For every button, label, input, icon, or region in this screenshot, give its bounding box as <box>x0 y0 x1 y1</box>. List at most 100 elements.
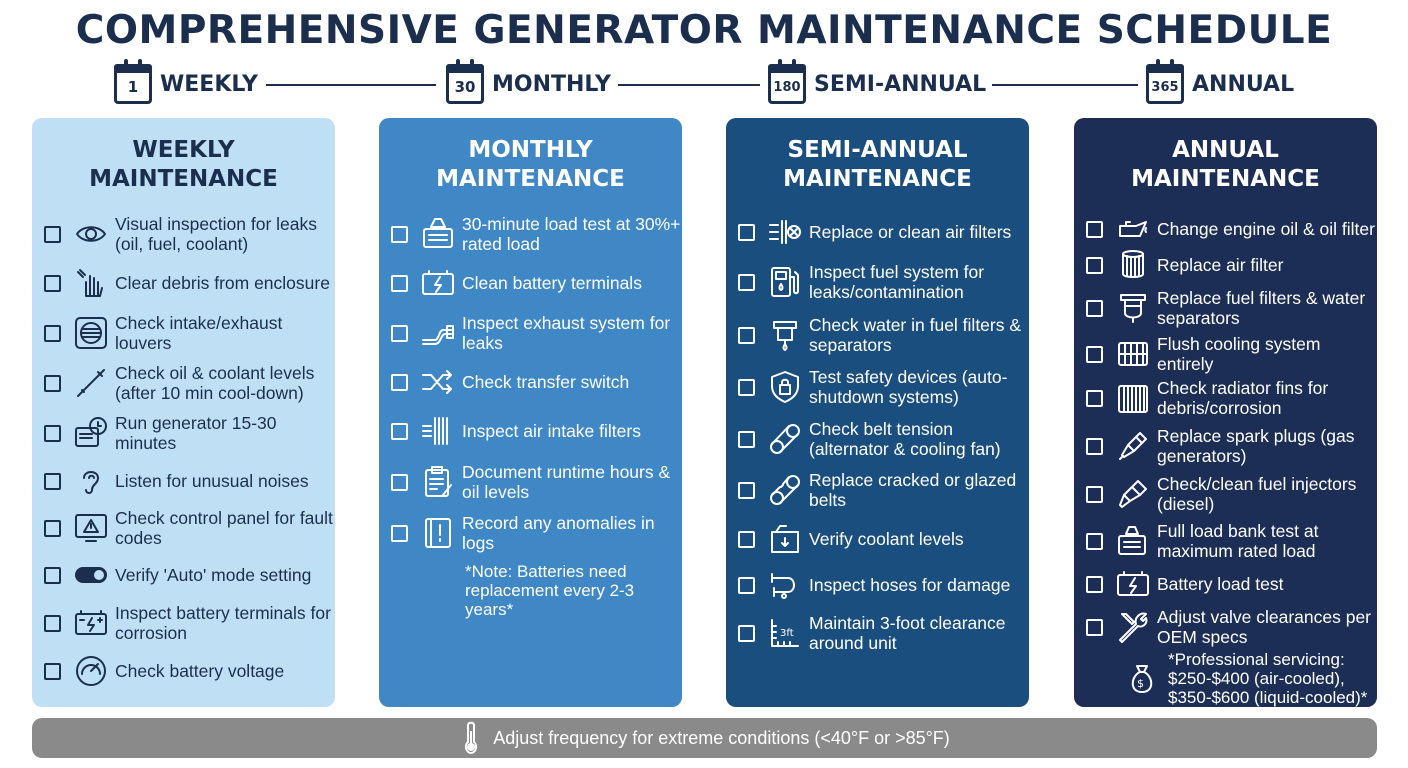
checkbox[interactable] <box>738 624 755 642</box>
checklist-item: Listen for unusual noises <box>32 458 335 504</box>
battery-bolt-icon <box>1113 567 1153 601</box>
timeline-label: ANNUAL <box>1192 71 1295 97</box>
checkbox[interactable] <box>391 274 408 292</box>
exhaust-pipe-icon <box>418 316 458 350</box>
checklist-item: Check transfer switch <box>379 358 682 406</box>
checklist-item: Check intake/exhaust louvers <box>32 308 335 358</box>
checkbox[interactable] <box>1086 389 1103 407</box>
coolant-tank-icon <box>765 522 805 556</box>
checkbox[interactable] <box>44 614 61 632</box>
checkbox[interactable] <box>1086 485 1103 503</box>
checkbox[interactable] <box>1086 345 1103 363</box>
calendar-icon: 30 <box>446 59 484 104</box>
checkbox[interactable] <box>391 473 408 491</box>
timeline-label: SEMI-ANNUAL <box>814 71 987 97</box>
wrench-screwdriver-icon <box>1113 610 1153 644</box>
load-bank-icon <box>1113 524 1153 558</box>
checkbox[interactable] <box>44 424 61 442</box>
checkbox[interactable] <box>391 422 408 440</box>
checkbox[interactable] <box>1086 256 1103 274</box>
checklist-item: Test safety devices (auto-shutdown syste… <box>726 360 1029 414</box>
toggle-icon <box>71 558 111 592</box>
checklist-item: Clear debris from enclosure <box>32 258 335 308</box>
checkbox[interactable] <box>391 524 408 542</box>
checkbox[interactable] <box>1086 437 1103 455</box>
gauge-icon <box>71 654 111 688</box>
annual-column: ANNUAL MAINTENANCE Change engine oil & oi… <box>1074 118 1377 707</box>
weight-generator-icon <box>418 217 458 251</box>
checklist-item: Full load bank test at maximum rated loa… <box>1074 518 1377 564</box>
warning-panel-icon <box>71 511 111 545</box>
checkbox[interactable] <box>391 225 408 243</box>
generator-clock-icon <box>71 416 111 450</box>
checkbox[interactable] <box>1086 299 1103 317</box>
checkbox[interactable] <box>44 662 61 680</box>
monthly-column: MONTHLY MAINTENANCE 30-minute load test a… <box>379 118 682 707</box>
checklist-item: Inspect battery terminals for corrosion <box>32 598 335 648</box>
checkbox[interactable] <box>738 273 755 291</box>
svg-text:3ft: 3ft <box>780 628 794 639</box>
checkbox[interactable] <box>738 326 755 344</box>
checkbox[interactable] <box>738 481 755 499</box>
weekly-column: WEEKLY MAINTENANCE Visual inspection for … <box>32 118 335 707</box>
timeline-monthly: 30 MONTHLY <box>446 59 611 108</box>
louver-icon <box>71 316 111 350</box>
checkbox[interactable] <box>44 324 61 342</box>
checkbox[interactable] <box>738 430 755 448</box>
checkbox[interactable] <box>738 576 755 594</box>
svg-text:$: $ <box>1137 677 1144 690</box>
cooling-system-icon <box>1113 337 1153 371</box>
air-filter-replace-icon <box>765 215 805 249</box>
fuel-filter-icon <box>1113 291 1153 325</box>
timeline-annual: 365 ANNUAL <box>1146 59 1295 108</box>
checkbox[interactable] <box>44 274 61 292</box>
timeline-connector <box>992 84 1138 86</box>
checklist-item: 3ft Maintain 3-foot clearance around uni… <box>726 608 1029 658</box>
checkbox[interactable] <box>1086 575 1103 593</box>
checkbox[interactable] <box>738 530 755 548</box>
checklist-item: Check battery voltage <box>32 648 335 694</box>
calendar-icon: 365 <box>1146 59 1184 104</box>
air-filter-cylinder-icon <box>1113 248 1153 282</box>
fuel-pump-icon <box>765 265 805 299</box>
checkbox[interactable] <box>44 519 61 537</box>
calendar-icon: 180 <box>768 59 806 104</box>
column-heading: WEEKLY MAINTENANCE <box>89 137 278 192</box>
battery-bolt-icon <box>418 266 458 300</box>
checkbox[interactable] <box>44 472 61 490</box>
checkbox[interactable] <box>44 566 61 584</box>
checklist-item: Check oil & coolant levels (after 10 min… <box>32 358 335 408</box>
spark-plug-icon <box>1113 429 1153 463</box>
checkbox[interactable] <box>44 374 61 392</box>
checklist-item: Inspect air intake filters <box>379 406 682 456</box>
checkbox[interactable] <box>44 225 61 243</box>
hose-icon <box>765 568 805 602</box>
footer-text: Adjust frequency for extreme conditions … <box>493 727 950 748</box>
checklist-item: Battery load test <box>1074 564 1377 604</box>
checkbox[interactable] <box>738 378 755 396</box>
checkbox[interactable] <box>391 324 408 342</box>
timeline-label: MONTHLY <box>492 71 611 97</box>
checklist-item: Replace air filter <box>1074 248 1377 282</box>
checklist-item: Clean battery terminals <box>379 258 682 308</box>
checkbox[interactable] <box>1086 532 1103 550</box>
timeline-connector <box>618 84 760 86</box>
checklist-item: Record any anomalies in logs <box>379 508 682 558</box>
checkbox[interactable] <box>391 373 408 391</box>
professional-note: $ *Professional servicing: $250-$400 (ai… <box>1074 650 1377 707</box>
checklist-item: Change engine oil & oil filter <box>1074 210 1377 248</box>
checklist-item: Replace spark plugs (gas generators) <box>1074 422 1377 470</box>
checklist-item: Check belt tension (alternator & cooling… <box>726 414 1029 464</box>
checklist-item: Adjust valve clearances per OEM specs <box>1074 604 1377 650</box>
checklist-item: Flush cooling system entirely <box>1074 334 1377 374</box>
checklist-item: Replace fuel filters & water separators <box>1074 282 1377 334</box>
battery-icon <box>71 606 111 640</box>
checkbox[interactable] <box>738 223 755 241</box>
money-bag-icon: $ <box>1124 662 1160 696</box>
oil-can-icon <box>1113 212 1153 246</box>
thermometer-icon <box>459 721 483 755</box>
checkbox[interactable] <box>1086 618 1103 636</box>
air-filter-icon <box>418 414 458 448</box>
checkbox[interactable] <box>1086 220 1103 238</box>
cracked-belt-icon <box>765 473 805 507</box>
